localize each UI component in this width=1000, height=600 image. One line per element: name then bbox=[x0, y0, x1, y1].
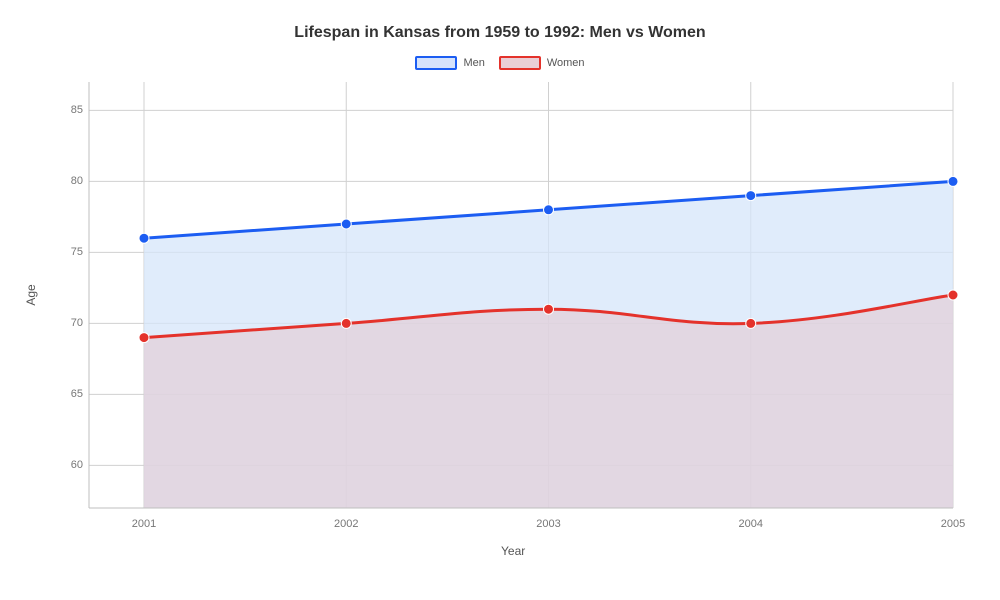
y-tick-label: 75 bbox=[59, 246, 83, 258]
x-axis-label: Year bbox=[501, 544, 525, 558]
marker-women bbox=[948, 290, 958, 300]
marker-women bbox=[544, 304, 554, 314]
chart-container: Lifespan in Kansas from 1959 to 1992: Me… bbox=[0, 0, 1000, 600]
marker-women bbox=[746, 318, 756, 328]
marker-men bbox=[948, 176, 958, 186]
marker-men bbox=[341, 219, 351, 229]
x-tick-label: 2003 bbox=[536, 518, 560, 530]
y-tick-label: 70 bbox=[59, 317, 83, 329]
x-tick-label: 2005 bbox=[941, 518, 965, 530]
y-tick-label: 85 bbox=[59, 104, 83, 116]
y-tick-label: 80 bbox=[59, 175, 83, 187]
legend-swatch-men bbox=[415, 56, 457, 70]
marker-women bbox=[139, 333, 149, 343]
y-tick-label: 65 bbox=[59, 388, 83, 400]
legend-label-women: Women bbox=[547, 57, 585, 69]
legend-swatch-women bbox=[499, 56, 541, 70]
y-tick-label: 60 bbox=[59, 459, 83, 471]
legend-label-men: Men bbox=[463, 57, 484, 69]
legend-item-men: Men bbox=[415, 56, 484, 70]
plot-area bbox=[89, 82, 953, 508]
legend: Men Women bbox=[0, 56, 1000, 70]
y-axis-label: Age bbox=[24, 284, 38, 305]
marker-men bbox=[544, 205, 554, 215]
x-tick-label: 2004 bbox=[739, 518, 763, 530]
chart-title: Lifespan in Kansas from 1959 to 1992: Me… bbox=[0, 24, 1000, 42]
marker-women bbox=[341, 318, 351, 328]
marker-men bbox=[746, 191, 756, 201]
marker-men bbox=[139, 233, 149, 243]
x-tick-label: 2001 bbox=[132, 518, 156, 530]
legend-item-women: Women bbox=[499, 56, 585, 70]
x-tick-label: 2002 bbox=[334, 518, 358, 530]
